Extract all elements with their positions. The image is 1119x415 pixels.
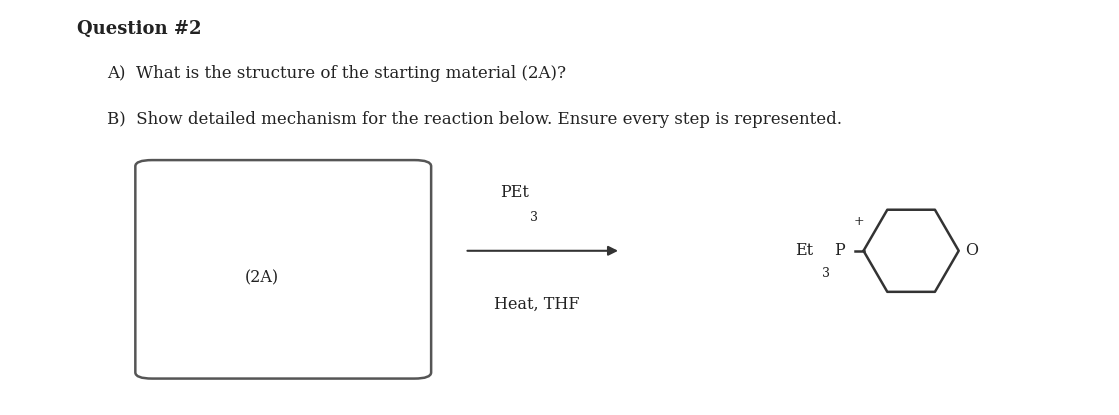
- Text: 3: 3: [530, 211, 538, 224]
- Text: A)  What is the structure of the starting material (2A)?: A) What is the structure of the starting…: [107, 65, 566, 82]
- Text: Heat, THF: Heat, THF: [495, 296, 580, 313]
- Text: Question #2: Question #2: [77, 20, 201, 38]
- Text: B)  Show detailed mechanism for the reaction below. Ensure every step is represe: B) Show detailed mechanism for the react…: [107, 111, 843, 128]
- Text: +: +: [854, 215, 864, 228]
- Text: (2A): (2A): [245, 269, 280, 286]
- FancyBboxPatch shape: [135, 160, 431, 378]
- Text: Et: Et: [796, 242, 814, 259]
- Text: P: P: [835, 242, 845, 259]
- Text: 3: 3: [822, 267, 830, 280]
- Text: PEt: PEt: [500, 184, 529, 201]
- Text: O: O: [966, 242, 978, 259]
